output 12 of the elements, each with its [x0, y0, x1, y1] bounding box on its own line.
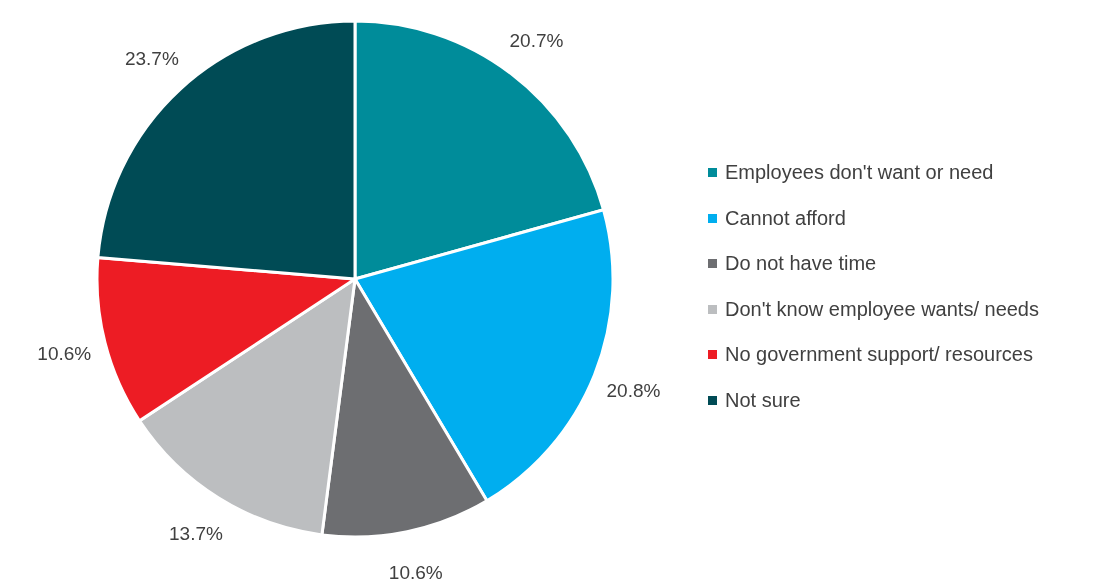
legend-label: Employees don't want or need [725, 161, 994, 185]
data-label: 23.7% [124, 47, 179, 69]
legend-label: No government support/ resources [725, 343, 1033, 367]
data-label: 13.7% [169, 522, 224, 544]
data-label: 20.8% [606, 380, 661, 402]
data-label: 10.6% [388, 562, 443, 580]
legend-label: Don't know employee wants/ needs [725, 297, 1039, 321]
legend-label: Cannot afford [725, 206, 846, 230]
data-label: 20.7% [509, 29, 564, 51]
data-label: 10.6% [37, 342, 92, 364]
legend-label: Not sure [725, 388, 801, 412]
legend-label: Do not have time [725, 252, 877, 276]
